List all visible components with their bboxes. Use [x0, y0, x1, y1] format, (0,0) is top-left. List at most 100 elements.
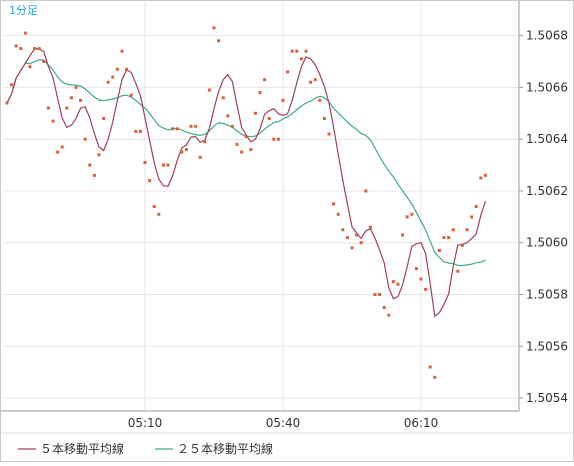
price-point: [134, 129, 138, 133]
legend-label: ２５本移動平均線: [177, 441, 273, 456]
price-point: [295, 49, 299, 53]
price-point: [396, 282, 400, 286]
price-point: [258, 91, 262, 95]
price-point: [88, 163, 92, 167]
price-point: [456, 269, 460, 273]
price-point: [474, 205, 478, 208]
price-point: [359, 241, 363, 245]
x-tick-label: 06:10: [404, 416, 439, 430]
price-point: [171, 127, 175, 131]
price-point: [230, 124, 234, 128]
price-point: [447, 236, 451, 240]
price-point: [244, 135, 248, 139]
y-tick-label: 1.5058: [526, 288, 568, 302]
price-point: [175, 127, 179, 131]
price-point: [249, 148, 253, 152]
price-point: [184, 148, 188, 152]
price-point: [56, 150, 60, 154]
price-point: [290, 49, 294, 53]
price-point: [299, 57, 303, 61]
price-point: [69, 96, 73, 100]
price-point: [212, 26, 216, 30]
price-point: [157, 212, 161, 216]
price-point: [51, 119, 55, 123]
price-point: [74, 85, 78, 89]
x-tick-label: 05:40: [266, 416, 301, 430]
price-point: [253, 111, 257, 115]
price-point: [332, 202, 336, 206]
price-point: [221, 96, 225, 100]
price-point: [10, 83, 14, 87]
price-point: [373, 293, 377, 296]
legend-label: ５本移動平均線: [40, 441, 124, 456]
price-point: [410, 212, 414, 216]
price-point: [180, 150, 184, 154]
price-point: [120, 49, 124, 53]
price-point: [470, 215, 474, 219]
price-point: [111, 75, 115, 79]
x-tick-label: 05:10: [128, 416, 163, 430]
price-point: [28, 65, 32, 69]
price-point: [433, 375, 437, 379]
price-point: [341, 228, 345, 232]
price-point: [240, 150, 244, 154]
price-point: [281, 98, 285, 102]
price-point: [189, 124, 193, 128]
price-point: [115, 67, 119, 71]
price-point: [194, 124, 198, 128]
price-point: [318, 98, 322, 102]
price-point: [327, 132, 331, 136]
price-point: [336, 212, 340, 216]
y-tick-label: 1.5062: [526, 184, 568, 198]
price-point: [5, 101, 9, 105]
price-point: [313, 78, 317, 82]
legend: ５本移動平均線 ２５本移動平均線: [18, 441, 273, 456]
grid-lines: [3, 2, 519, 411]
price-point: [355, 233, 359, 237]
price-point: [33, 47, 37, 51]
price-point: [166, 163, 170, 167]
y-tick-label: 1.5054: [526, 391, 568, 405]
price-point: [23, 31, 27, 35]
price-point: [106, 80, 110, 84]
price-point: [350, 246, 354, 250]
price-point: [345, 236, 349, 240]
price-point: [198, 155, 202, 159]
price-point: [286, 70, 290, 74]
price-point: [272, 137, 276, 141]
y-tick-label: 1.5066: [526, 80, 568, 94]
price-point: [276, 137, 280, 141]
price-point: [129, 93, 133, 97]
price-point: [483, 173, 487, 177]
timeframe-label: 1分足: [9, 4, 38, 17]
price-point: [437, 249, 441, 252]
price-point: [451, 228, 455, 232]
price-point: [226, 114, 230, 118]
y-tick-label: 1.5056: [526, 339, 568, 353]
price-point: [382, 306, 386, 309]
price-point: [405, 215, 409, 219]
price-point: [83, 137, 87, 141]
price-point: [138, 129, 142, 133]
price-point: [442, 236, 446, 240]
price-point: [304, 49, 308, 53]
y-axis: 1.5054 1.5056 1.5058 1.5060 1.5062 1.5064 1.50…: [519, 29, 568, 405]
price-point: [235, 142, 239, 146]
price-point: [143, 161, 147, 164]
price-point: [419, 277, 423, 281]
price-point: [401, 233, 405, 237]
price-point: [203, 140, 207, 144]
price-point: [391, 280, 395, 284]
price-point: [479, 176, 483, 180]
price-point: [37, 47, 41, 51]
price-point: [125, 67, 129, 71]
price-point: [92, 173, 96, 177]
price-point: [364, 189, 368, 193]
price-point: [263, 78, 267, 82]
price-point: [368, 225, 372, 229]
price-point: [79, 98, 83, 102]
price-point: [460, 243, 464, 247]
